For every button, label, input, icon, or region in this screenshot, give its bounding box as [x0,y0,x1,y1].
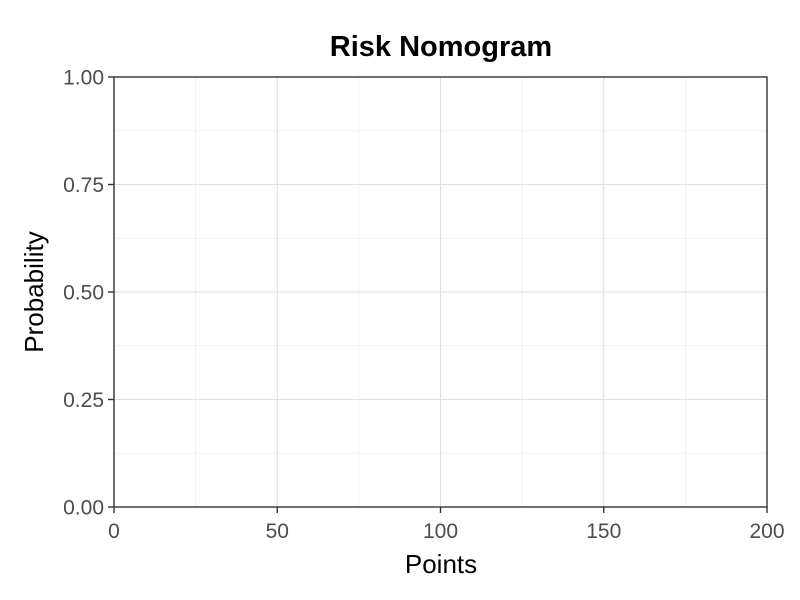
x-tick-label: 200 [749,520,784,543]
y-axis-label: Probability [19,231,49,352]
x-tick-label: 0 [108,520,120,543]
y-tick-label: 0.25 [63,389,104,412]
x-axis-label: Points [405,549,477,579]
major-grid [113,76,768,508]
y-tick-label: 1.00 [63,67,104,90]
y-axis-ticks: 0.00 0.25 0.50 0.75 1.00 [63,67,114,520]
chart-title: Risk Nomogram [330,31,552,63]
y-tick-label: 0.75 [63,174,104,197]
x-tick-label: 100 [423,520,458,543]
y-tick-label: 0.00 [63,497,104,520]
x-axis-ticks: 0 50 100 150 200 [108,507,785,543]
x-tick-label: 50 [266,520,289,543]
x-tick-label: 150 [586,520,621,543]
y-tick-label: 0.50 [63,282,104,305]
